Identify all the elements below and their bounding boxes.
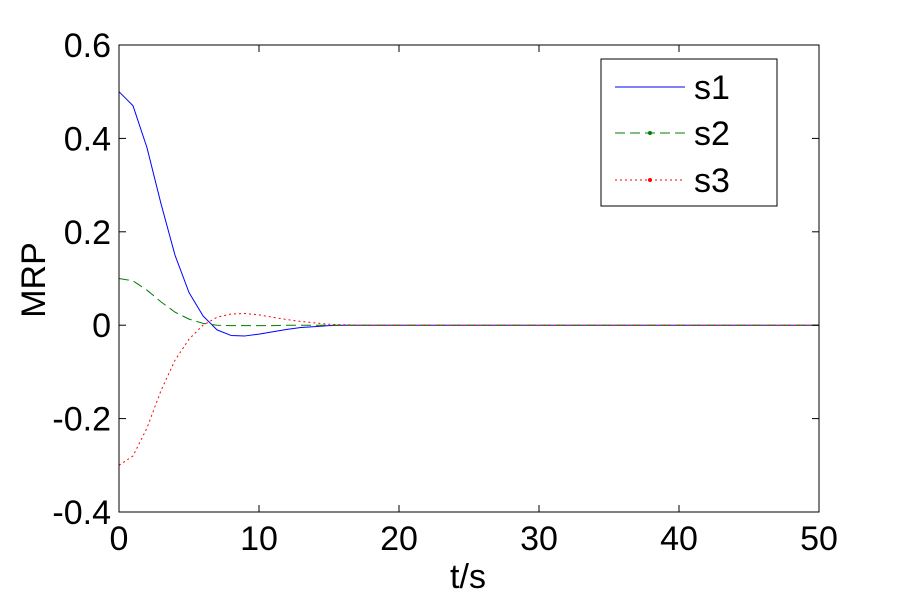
legend-box — [600, 58, 778, 207]
legend-label-s3: s3 — [694, 162, 730, 200]
legend-marker-s3 — [648, 178, 652, 182]
y-axis-label: MRP — [15, 242, 53, 318]
plot-lines — [118, 91, 819, 466]
x-tick-label: 10 — [240, 520, 278, 558]
x-tick-label: 20 — [380, 520, 418, 558]
series-line-s2 — [118, 278, 819, 327]
legend-items: s1 s2 s3 — [615, 69, 730, 200]
x-tick-label: 30 — [520, 520, 558, 558]
legend: s1 s2 s3 — [600, 58, 778, 207]
x-tick-label: 0 — [110, 520, 129, 558]
y-tick-label: 0.6 — [64, 27, 111, 65]
y-tick-label: -0.2 — [52, 401, 111, 439]
y-tick-label: 0.2 — [64, 214, 111, 252]
y-tick-label: 0.4 — [64, 120, 111, 158]
x-tick-label: 40 — [660, 520, 698, 558]
axes-frame — [118, 44, 820, 513]
x-axis-label: t/s — [450, 558, 486, 596]
legend-label-s1: s1 — [694, 69, 730, 107]
legend-marker-s2 — [648, 131, 652, 135]
series-line-s3 — [118, 313, 819, 466]
x-tick-label: 50 — [800, 520, 838, 558]
axis-ticks — [118, 44, 820, 513]
axis-tick-labels: 0 10 20 30 40 50 -0.4 -0.2 0 0.2 0.4 0.6 — [52, 27, 838, 558]
legend-label-s2: s2 — [694, 115, 730, 153]
y-tick-label: -0.4 — [52, 494, 111, 532]
y-tick-label: 0 — [92, 307, 111, 345]
